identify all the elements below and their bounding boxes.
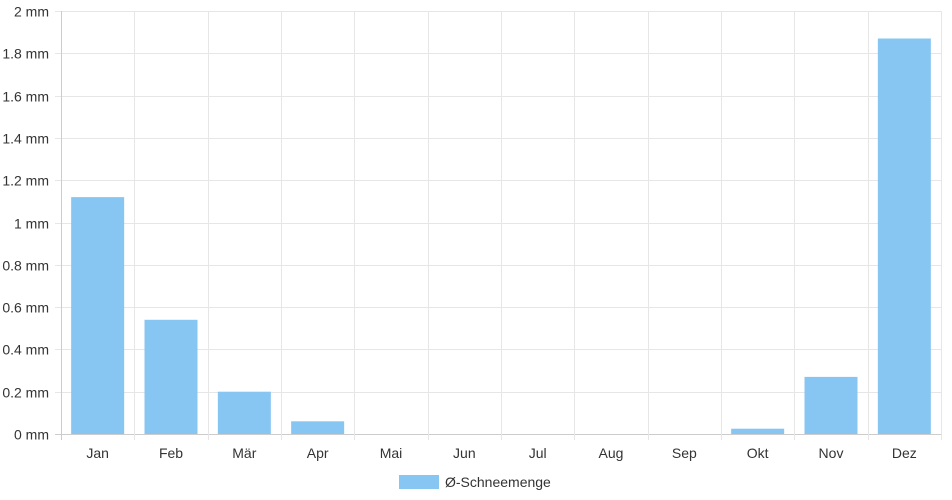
bar-apr bbox=[291, 421, 345, 434]
bar-jan bbox=[71, 197, 125, 434]
y-tick-label: 1.4 mm bbox=[2, 131, 49, 147]
legend-swatch bbox=[399, 475, 439, 489]
bar-feb bbox=[144, 319, 198, 434]
x-tick-label: Jul bbox=[529, 445, 547, 461]
x-axis: Jan Feb Mär Apr Mai Jun Jul Aug Sep Okt Nov Dez bbox=[86, 445, 916, 461]
x-tick-label: Okt bbox=[747, 445, 769, 461]
bar-okt bbox=[731, 428, 785, 434]
legend-label: Ø-Schneemenge bbox=[445, 474, 551, 490]
x-tick-label: Apr bbox=[307, 445, 329, 461]
y-tick-label: 0 mm bbox=[14, 427, 49, 443]
y-tick-label: 0.2 mm bbox=[2, 385, 49, 401]
x-tick-label: Nov bbox=[819, 445, 844, 461]
y-tick-label: 0.8 mm bbox=[2, 258, 49, 274]
bar-mär bbox=[217, 391, 271, 434]
y-tick-label: 0.4 mm bbox=[2, 342, 49, 358]
x-tick-label: Feb bbox=[159, 445, 183, 461]
y-tick-label: 1.6 mm bbox=[2, 89, 49, 105]
grid-lines bbox=[55, 11, 942, 440]
x-tick-label: Sep bbox=[672, 445, 697, 461]
bar-nov bbox=[804, 376, 858, 434]
bar-dez bbox=[877, 38, 931, 435]
bars bbox=[71, 38, 931, 435]
x-tick-label: Mai bbox=[380, 445, 403, 461]
x-tick-label: Dez bbox=[892, 445, 917, 461]
y-tick-label: 0.6 mm bbox=[2, 300, 49, 316]
legend[interactable]: Ø-Schneemenge bbox=[399, 472, 551, 492]
y-axis: 0 mm 0.2 mm 0.4 mm 0.6 mm 0.8 mm 1 mm 1.2 mm 1.… bbox=[2, 4, 49, 443]
x-tick-label: Jun bbox=[453, 445, 476, 461]
y-tick-label: 1.2 mm bbox=[2, 173, 49, 189]
y-tick-label: 2 mm bbox=[14, 4, 49, 20]
y-tick-label: 1 mm bbox=[14, 216, 49, 232]
x-tick-label: Mär bbox=[232, 445, 256, 461]
x-tick-label: Aug bbox=[599, 445, 624, 461]
x-tick-label: Jan bbox=[86, 445, 109, 461]
y-tick-label: 1.8 mm bbox=[2, 46, 49, 62]
